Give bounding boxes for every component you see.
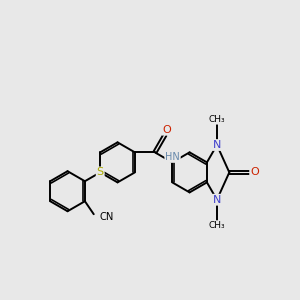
Text: O: O	[162, 125, 171, 135]
Text: N: N	[213, 195, 221, 205]
Text: O: O	[250, 167, 259, 177]
Text: CH₃: CH₃	[208, 115, 225, 124]
Text: CN: CN	[99, 212, 113, 221]
Text: HN: HN	[165, 152, 180, 162]
Text: S: S	[97, 167, 104, 177]
Text: N: N	[213, 140, 221, 150]
Text: CH₃: CH₃	[208, 221, 225, 230]
